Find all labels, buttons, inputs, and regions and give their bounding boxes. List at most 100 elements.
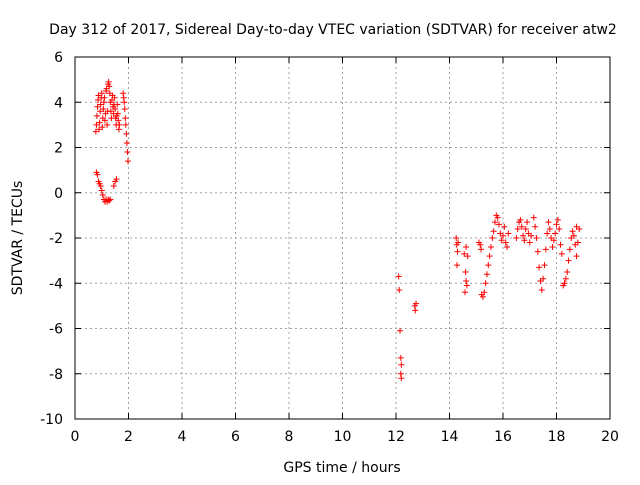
data-point: [536, 264, 543, 271]
data-point: [94, 103, 101, 110]
data-point: [573, 253, 580, 260]
data-point: [498, 237, 505, 244]
y-tick-label: -4: [49, 276, 63, 292]
x-tick-label: 8: [285, 429, 294, 445]
data-point: [504, 244, 511, 251]
data-point: [490, 228, 497, 235]
data-point: [113, 176, 120, 183]
data-point: [115, 117, 122, 124]
data-point: [461, 250, 468, 257]
data-point: [502, 239, 509, 246]
data-point: [481, 289, 488, 296]
data-point: [120, 94, 127, 101]
data-point: [111, 94, 118, 101]
data-point: [479, 293, 486, 300]
chart-title: Day 312 of 2017, Sidereal Day-to-day VTE…: [49, 22, 617, 38]
data-point: [569, 228, 576, 235]
data-point: [464, 253, 471, 260]
data-point: [99, 124, 106, 131]
x-tick-label: 16: [494, 429, 512, 445]
data-point: [518, 223, 525, 230]
data-point: [412, 307, 419, 314]
y-tick-label: 0: [54, 186, 63, 202]
data-point: [514, 225, 521, 232]
axis-ticks: [74, 56, 611, 420]
data-point: [505, 230, 512, 237]
data-point: [123, 139, 130, 146]
data-point: [462, 289, 469, 296]
data-point: [122, 115, 129, 122]
x-tick-label: 14: [441, 429, 459, 445]
data-point: [553, 221, 560, 228]
data-point: [533, 235, 540, 241]
data-point: [491, 219, 498, 226]
data-point: [549, 244, 556, 251]
data-point: [463, 244, 470, 251]
data-point: [500, 232, 506, 239]
data-point: [93, 112, 100, 119]
y-tick-label: 2: [54, 141, 63, 157]
data-point: [124, 149, 131, 156]
data-point: [558, 250, 565, 257]
x-tick-label: 18: [548, 429, 566, 445]
data-point: [513, 235, 520, 241]
data-point: [101, 117, 108, 124]
data-point: [546, 225, 553, 232]
data-point: [520, 232, 527, 239]
data-point: [534, 248, 541, 255]
data-point: [477, 241, 484, 248]
data-point: [483, 271, 490, 278]
data-point: [397, 370, 404, 377]
data-point: [528, 232, 535, 239]
data-point: [557, 241, 564, 248]
x-axis-label: GPS time / hours: [283, 460, 400, 476]
data-point: [106, 197, 113, 204]
x-axis-tick-labels: 0 2 4 6 8 10 12 14 16 18 20: [71, 429, 619, 445]
x-tick-label: 2: [124, 429, 133, 445]
data-point: [96, 126, 103, 133]
data-point: [574, 239, 581, 246]
data-point: [397, 327, 404, 334]
y-tick-label: -2: [49, 231, 63, 247]
data-point: [556, 225, 563, 232]
data-point: [562, 275, 569, 282]
data-point: [453, 235, 460, 241]
data-point: [463, 282, 470, 289]
data-point: [542, 246, 549, 253]
data-point: [554, 216, 561, 223]
data-point: [114, 110, 121, 117]
x-tick-label: 20: [601, 429, 619, 445]
data-point: [561, 280, 568, 287]
y-tick-label: 6: [54, 50, 63, 66]
data-point: [462, 268, 469, 275]
x-tick-label: 6: [231, 429, 240, 445]
data-point: [396, 287, 403, 294]
data-point: [540, 275, 547, 282]
data-point: [121, 99, 128, 106]
data-point: [116, 121, 123, 128]
data-point: [94, 171, 101, 178]
data-point: [485, 262, 492, 269]
data-point: [97, 101, 104, 108]
data-point: [397, 354, 404, 361]
data-point: [93, 121, 100, 128]
data-point: [455, 239, 462, 246]
data-point: [104, 121, 111, 128]
data-point: [532, 223, 539, 230]
data-point: [552, 230, 559, 237]
data-point: [395, 273, 402, 280]
data-point: [95, 96, 102, 103]
data-point: [97, 108, 104, 115]
data-point: [524, 219, 531, 226]
data-point: [565, 257, 572, 264]
data-point: [398, 375, 405, 382]
data-point: [463, 277, 470, 284]
data-point: [98, 187, 105, 194]
data-point: [398, 361, 405, 368]
data-points: [92, 78, 583, 382]
data-point: [550, 237, 557, 244]
y-axis-tick-labels: -10 -8 -6 -4 -2 0 2 4 6: [40, 50, 63, 428]
data-point: [495, 221, 502, 228]
